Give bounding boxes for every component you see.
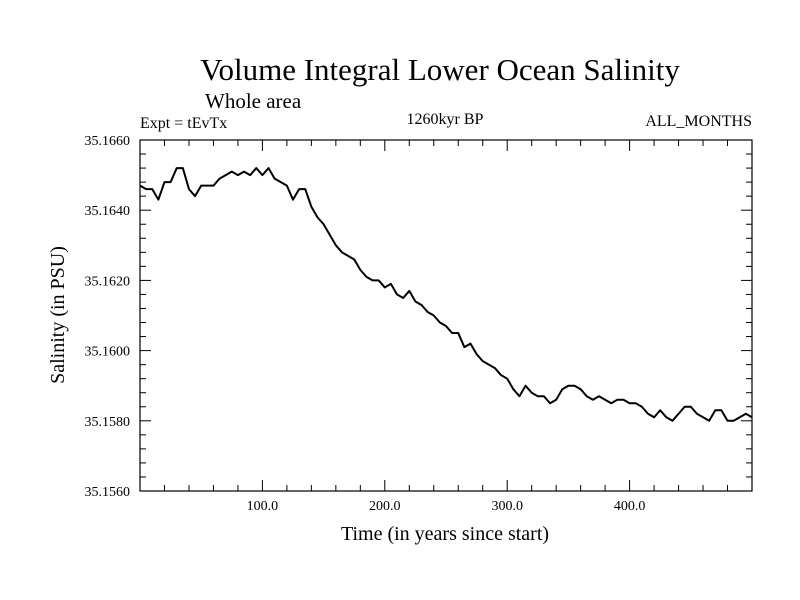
chart-title: Volume Integral Lower Ocean Salinity xyxy=(200,52,680,87)
y-tick-label: 35.1600 xyxy=(85,345,131,360)
x-tick-label: 400.0 xyxy=(614,499,646,514)
months-label: ALL_MONTHS xyxy=(645,113,752,130)
x-axis-label: Time (in years since start) xyxy=(341,523,549,545)
experiment-label: Expt = tEvTx xyxy=(140,115,227,132)
axes xyxy=(139,139,753,492)
x-tick-label: 300.0 xyxy=(491,499,523,514)
y-tick-label: 35.1640 xyxy=(85,204,131,219)
y-tick-labels: 35.1560 35.1580 35.1600 35.1620 35.1640 35.16… xyxy=(85,134,131,500)
series-line xyxy=(139,167,753,422)
period-label: 1260kyr BP xyxy=(407,111,484,128)
x-tick-label: 200.0 xyxy=(369,499,401,514)
y-tick-label: 35.1620 xyxy=(85,274,131,289)
plot-frame xyxy=(139,139,753,492)
x-tick-labels: 100.0 200.0 300.0 400.0 xyxy=(247,499,646,514)
ticks xyxy=(140,140,752,491)
y-tick-label: 35.1660 xyxy=(85,134,131,149)
chart-subtitle: Whole area xyxy=(205,89,302,113)
y-tick-label: 35.1580 xyxy=(85,415,131,430)
series xyxy=(139,167,753,422)
y-axis-label: Salinity (in PSU) xyxy=(47,246,69,384)
y-tick-label: 35.1560 xyxy=(85,485,131,500)
x-tick-label: 100.0 xyxy=(247,499,279,514)
